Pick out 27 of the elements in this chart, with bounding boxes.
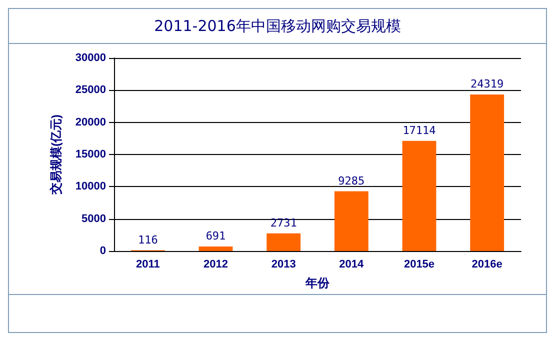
y-tick-label: 25000 xyxy=(75,84,106,96)
y-tick-label: 5000 xyxy=(82,212,106,225)
data-label: 24319 xyxy=(470,78,504,91)
x-axis-title: 年份 xyxy=(304,276,330,290)
data-label: 116 xyxy=(138,233,158,246)
x-tick-label: 2012 xyxy=(204,258,228,270)
chart-title: 2011-2016年中国移动网购交易规模 xyxy=(9,9,546,44)
x-tick-label: 2014 xyxy=(339,258,365,270)
x-tick-label: 2013 xyxy=(271,258,296,270)
x-tick-label: 2015e xyxy=(404,258,435,270)
data-label: 9285 xyxy=(338,174,365,188)
bar xyxy=(198,246,233,251)
x-tick-label: 2016e xyxy=(472,258,502,270)
y-tick-label: 10000 xyxy=(75,180,106,193)
x-tick-label: 2011 xyxy=(136,258,160,270)
y-tick-label: 20000 xyxy=(75,116,106,128)
y-tick-label: 0 xyxy=(100,245,106,257)
bar xyxy=(402,140,436,251)
y-axis-title: 交易规模(亿元) xyxy=(49,114,63,196)
bar xyxy=(334,191,368,251)
y-tick-label: 15000 xyxy=(75,148,106,160)
data-label: 2731 xyxy=(270,216,297,230)
bar xyxy=(470,94,504,251)
bar xyxy=(266,233,301,251)
data-label: 17114 xyxy=(402,124,436,137)
data-label: 691 xyxy=(206,230,226,243)
y-tick-label: 30000 xyxy=(75,52,106,64)
